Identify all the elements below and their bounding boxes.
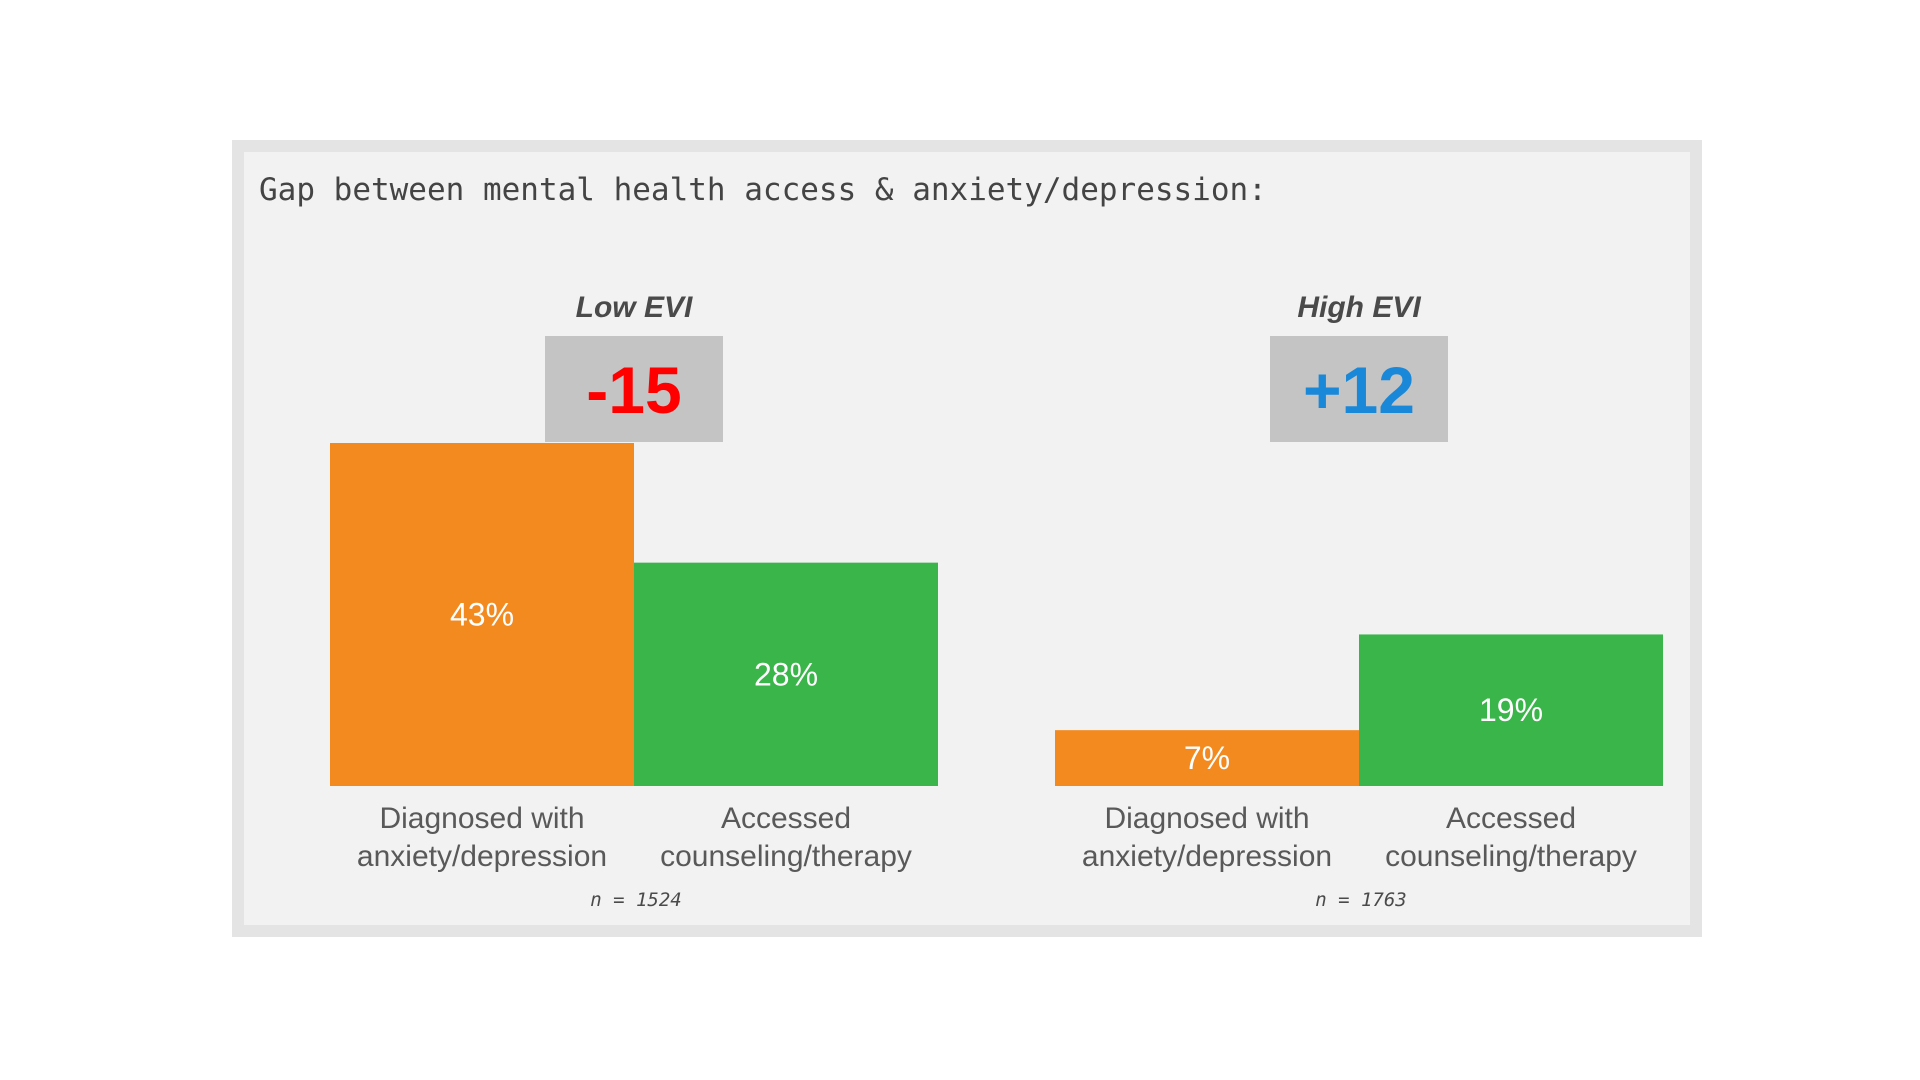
high-evi-sample-size: n = 1763 [1315,889,1407,911]
low-evi-category-label-1: Diagnosed with [379,802,584,835]
high-evi-group: High EVI +12 7% Diagnosed with anxiety/depre… [1055,291,1663,911]
low-evi-sample-size: n = 1524 [590,889,682,911]
low-evi-category-label-2: Accessed [721,802,851,835]
low-evi-bar-1 [330,443,634,786]
high-evi-category-label-2: counseling/therapy [1385,840,1637,873]
chart-canvas: Low EVI -15 43% Diagnosed with anxiety/depre… [330,291,1663,911]
low-evi-gap-value: -15 [586,353,681,427]
chart-title: Gap between mental health access & anxie… [259,172,1267,208]
low-evi-bar-value-2: 28% [754,656,818,692]
low-evi-group: Low EVI -15 43% Diagnosed with anxiety/depre… [330,291,938,911]
high-evi-bar-2 [1359,634,1663,786]
chart-frame: Gap between mental health access & anxie… [232,140,1702,937]
low-evi-category-label-1: anxiety/depression [357,840,607,873]
low-evi-gap-box [545,336,723,442]
high-evi-gap-box [1270,336,1448,442]
high-evi-bar-value-2: 19% [1479,692,1543,728]
low-evi-bar-value-1: 43% [450,597,514,633]
high-evi-category-label-1: anxiety/depression [1082,840,1332,873]
low-evi-category-label-2: counseling/therapy [660,840,912,873]
high-evi-category-label-1: Diagnosed with [1104,802,1309,835]
high-evi-gap-value: +12 [1303,353,1415,427]
low-evi-group-label: Low EVI [576,291,693,324]
high-evi-category-label-2: Accessed [1446,802,1576,835]
high-evi-bar-value-1: 7% [1184,740,1230,776]
high-evi-bar-1 [1055,730,1359,786]
low-evi-bar-2 [634,562,938,786]
high-evi-group-label: High EVI [1297,291,1421,324]
